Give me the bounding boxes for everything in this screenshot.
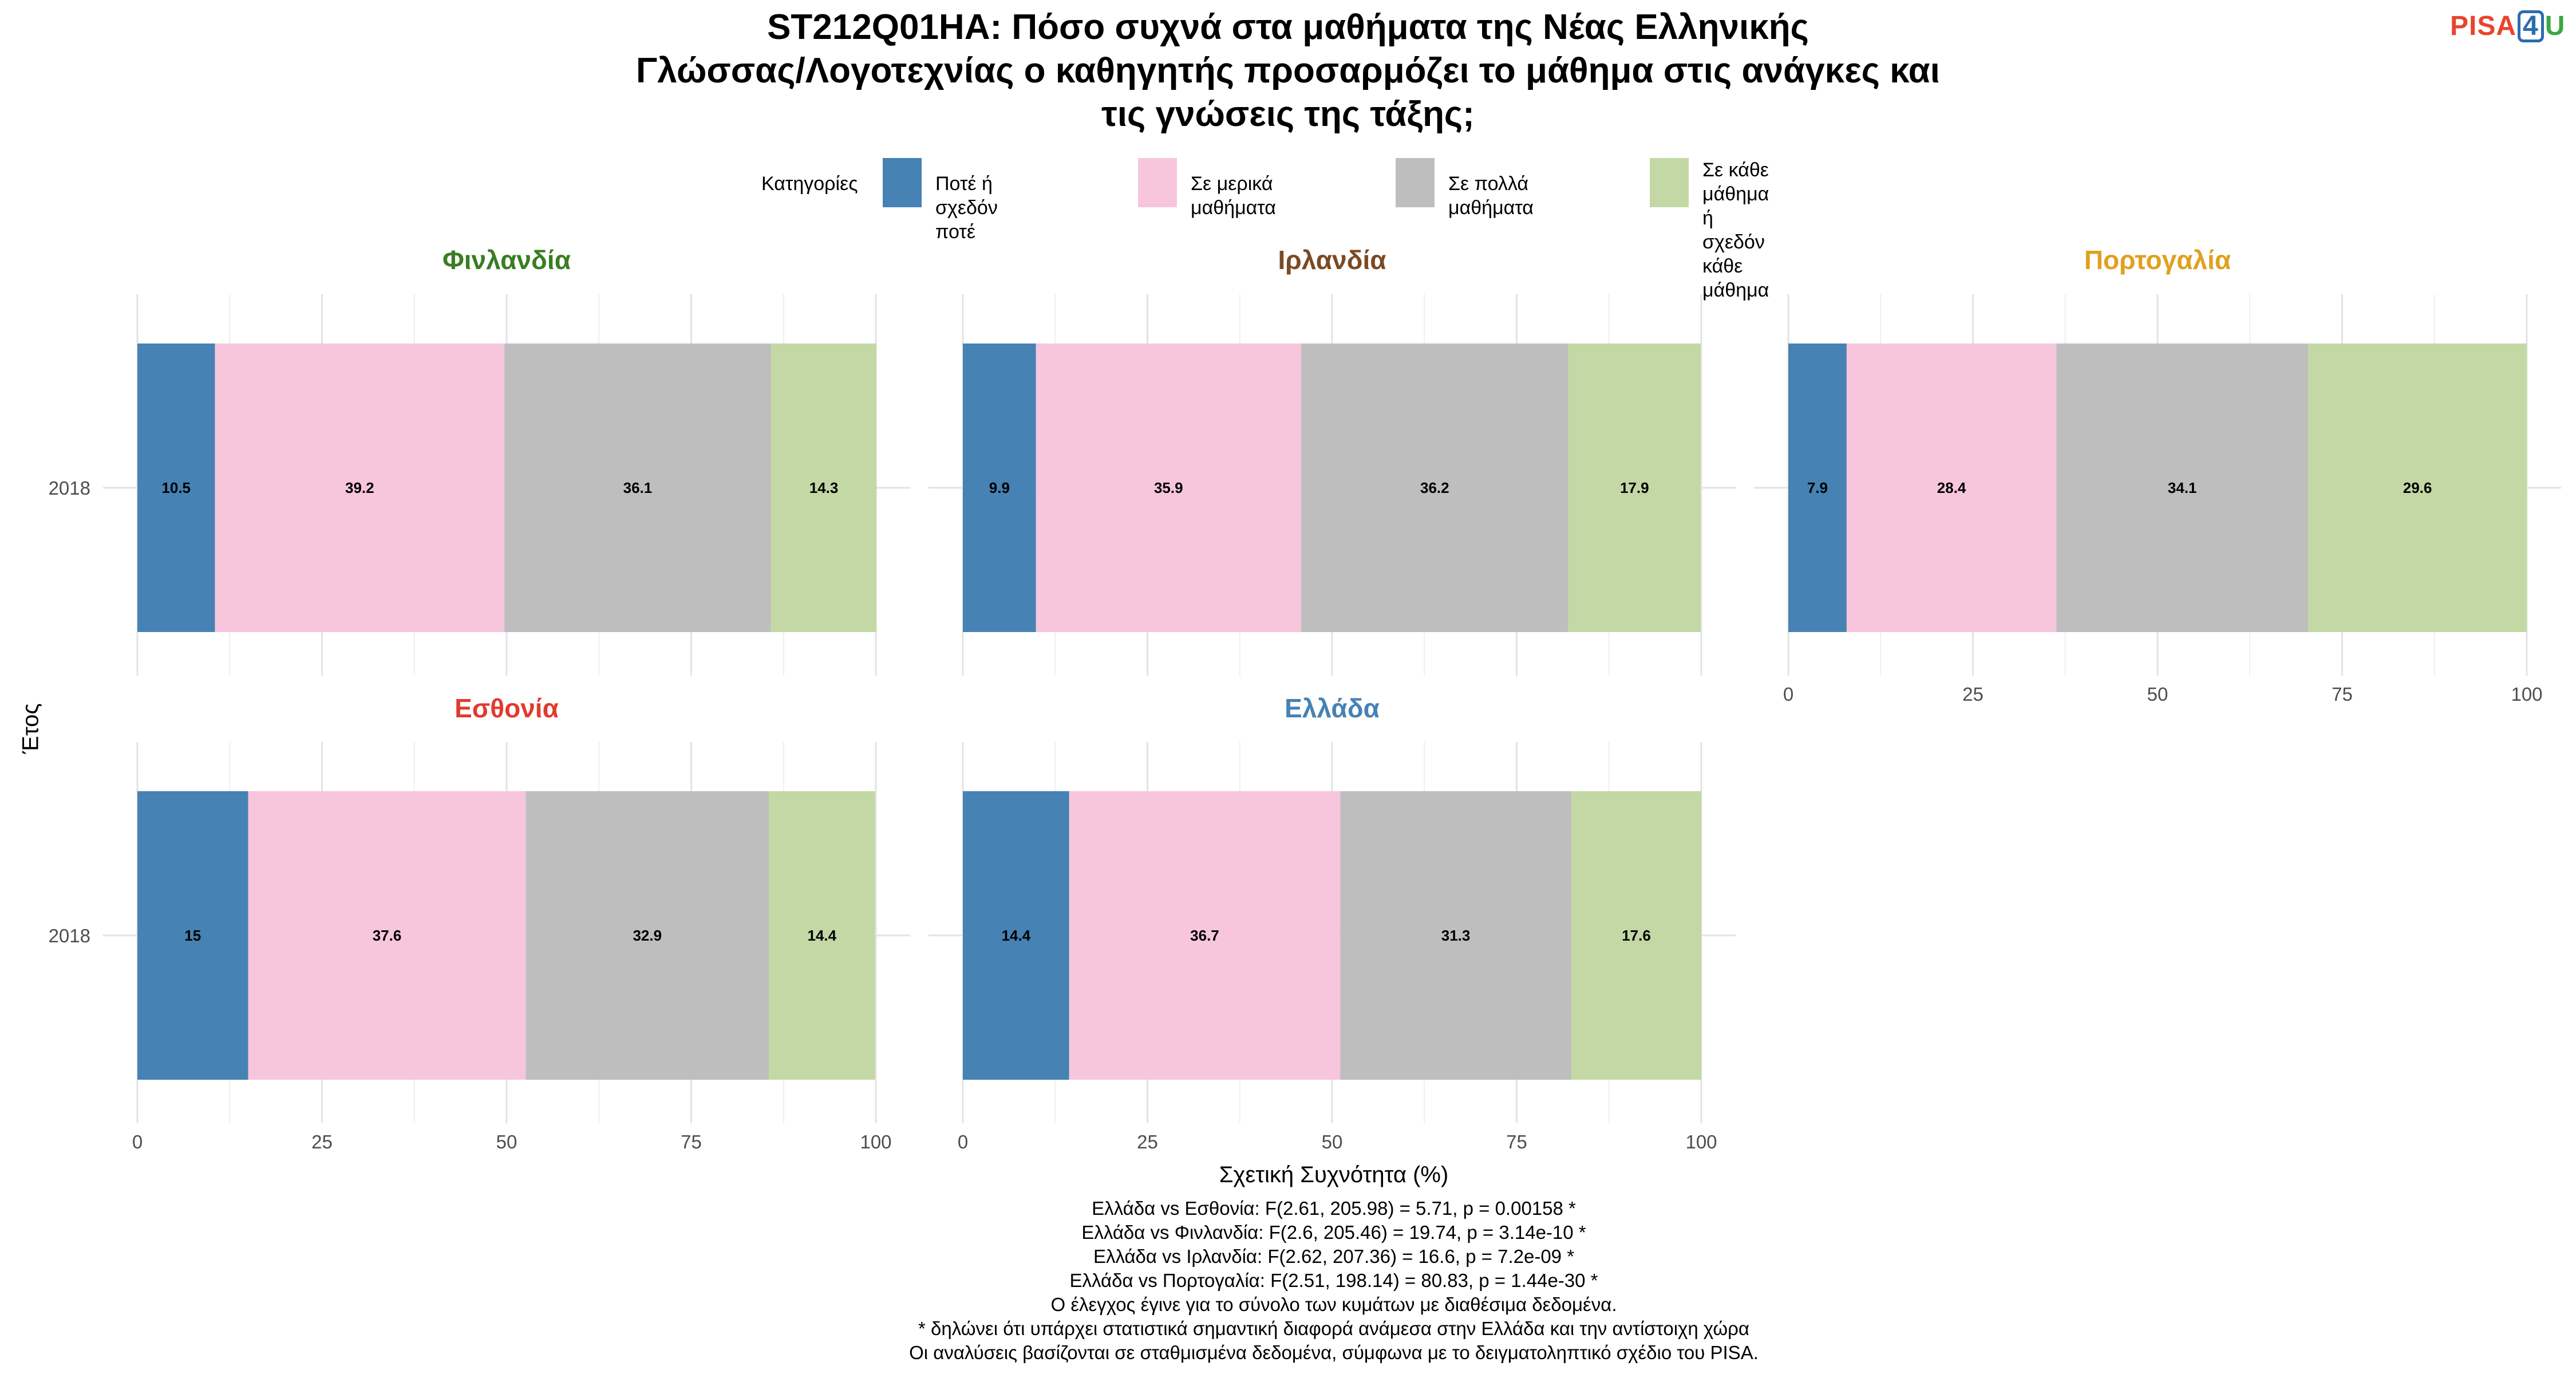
data-label: 29.6	[2403, 479, 2432, 496]
x-tick-label: 0	[132, 1131, 143, 1152]
x-tick-label: 75	[681, 1131, 702, 1152]
legend-label-1: Σε μερικά μαθήματα	[1191, 173, 1276, 219]
x-tick-label: 25	[1137, 1131, 1158, 1152]
pisa4u-logo: PISA 4 U	[2450, 10, 2565, 42]
bar-segment	[1571, 791, 1701, 1080]
x-tick-label: 50	[496, 1131, 517, 1152]
x-axis-label: Σχετική Συχνότητα (%)	[1219, 1162, 1449, 1187]
data-label: 14.4	[1002, 927, 1031, 944]
x-tick-label: 0	[958, 1131, 968, 1152]
note-line: Ελλάδα vs Πορτογαλία: F(2.51, 198.14) = …	[1069, 1270, 1598, 1291]
bar-segment	[1846, 344, 2057, 632]
data-label: 34.1	[2168, 479, 2197, 496]
legend-key-3	[1650, 158, 1689, 207]
bar-segment	[1069, 791, 1341, 1080]
data-label: 28.4	[1937, 479, 1966, 496]
x-tick-label: 0	[1783, 684, 1793, 705]
x-tick-label: 100	[2511, 684, 2542, 705]
data-label: 9.9	[989, 479, 1010, 496]
note-line: Ελλάδα vs Φινλανδία: F(2.6, 205.46) = 19…	[1081, 1222, 1586, 1243]
logo-four-text: 4	[2518, 10, 2544, 42]
legend-label-3: Σε κάθε μάθημα ή σχεδόν κάθε μάθημα	[1702, 159, 1769, 301]
legend-key-1	[1138, 158, 1177, 207]
x-tick-label: 100	[860, 1131, 891, 1152]
legend-label-2: Σε πολλά μαθήματα	[1448, 173, 1534, 219]
data-label: 15	[184, 927, 201, 944]
bar-segment	[768, 791, 875, 1080]
panel-title: Ελλάδα	[1285, 693, 1380, 723]
x-tick-label: 100	[1685, 1131, 1717, 1152]
data-label: 36.1	[623, 479, 653, 496]
x-tick-label: 75	[2332, 684, 2353, 705]
note-line: Οι αναλύσεις βασίζονται σε σταθμισμένα δ…	[909, 1342, 1759, 1363]
bar-segment	[2308, 344, 2527, 632]
bar-segment	[526, 791, 769, 1080]
bar-segment	[1340, 791, 1571, 1080]
legend-title: Κατηγορίες	[761, 173, 858, 195]
x-tick-label: 50	[1322, 1131, 1343, 1152]
data-label: 14.3	[809, 479, 839, 496]
x-tick-label: 75	[1506, 1131, 1527, 1152]
bar-segment	[215, 344, 505, 632]
legend-key-0	[883, 158, 922, 207]
panel-title: Φινλανδία	[442, 245, 571, 275]
data-label: 39.2	[345, 479, 374, 496]
legend-key-2	[1396, 158, 1435, 207]
bar-segment	[248, 791, 526, 1080]
note-line: Ελλάδα vs Ιρλανδία: F(2.62, 207.36) = 16…	[1093, 1246, 1575, 1267]
logo-u-text: U	[2545, 11, 2566, 41]
bar-segment	[1036, 344, 1301, 632]
note-line: * δηλώνει ότι υπάρχει στατιστικά σημαντι…	[918, 1318, 1749, 1339]
data-label: 14.4	[808, 927, 837, 944]
panel-title: Εσθονία	[455, 693, 559, 723]
bar-segment	[1301, 344, 1568, 632]
bar-segment	[504, 344, 771, 632]
data-label: 31.3	[1441, 927, 1471, 944]
y-tick-label: 2018	[49, 477, 90, 499]
footnotes: Ελλάδα vs Εσθονία: F(2.61, 205.98) = 5.7…	[630, 1197, 2038, 1365]
bar-segment	[137, 344, 215, 632]
data-label: 17.6	[1622, 927, 1651, 944]
x-tick-label: 25	[311, 1131, 333, 1152]
bar-segment	[963, 344, 1036, 632]
panel-title: Πορτογαλία	[2084, 245, 2231, 275]
bar-segment	[1788, 344, 1847, 632]
data-label: 7.9	[1807, 479, 1828, 496]
data-label: 36.7	[1190, 927, 1219, 944]
y-tick-label: 2018	[49, 925, 90, 946]
logo-pisa-text: PISA	[2450, 11, 2517, 41]
data-label: 37.6	[373, 927, 402, 944]
data-label: 17.9	[1620, 479, 1649, 496]
bar-segment	[2056, 344, 2309, 632]
data-label: 36.2	[1420, 479, 1449, 496]
x-tick-label: 50	[2147, 684, 2168, 705]
panel-title: Ιρλανδία	[1278, 245, 1386, 275]
y-axis-label: Έτος	[18, 703, 44, 754]
chart-title: ST212Q01HA: Πόσο συχνά στα μαθήματα της …	[635, 7, 1940, 134]
data-label: 10.5	[161, 479, 191, 496]
bar-segment	[137, 791, 248, 1080]
bar-segment	[1568, 344, 1701, 632]
data-label: 35.9	[1154, 479, 1183, 496]
note-line: Ο έλεγχος έγινε για το σύνολο των κυμάτω…	[1050, 1294, 1617, 1315]
bar-segment	[963, 791, 1069, 1080]
data-label: 32.9	[633, 927, 662, 944]
bar-segment	[771, 344, 877, 632]
legend-label-0: Ποτέ ή σχεδόν ποτέ	[935, 173, 998, 243]
x-tick-label: 25	[1962, 684, 1984, 705]
note-line: Ελλάδα vs Εσθονία: F(2.61, 205.98) = 5.7…	[1092, 1198, 1576, 1219]
